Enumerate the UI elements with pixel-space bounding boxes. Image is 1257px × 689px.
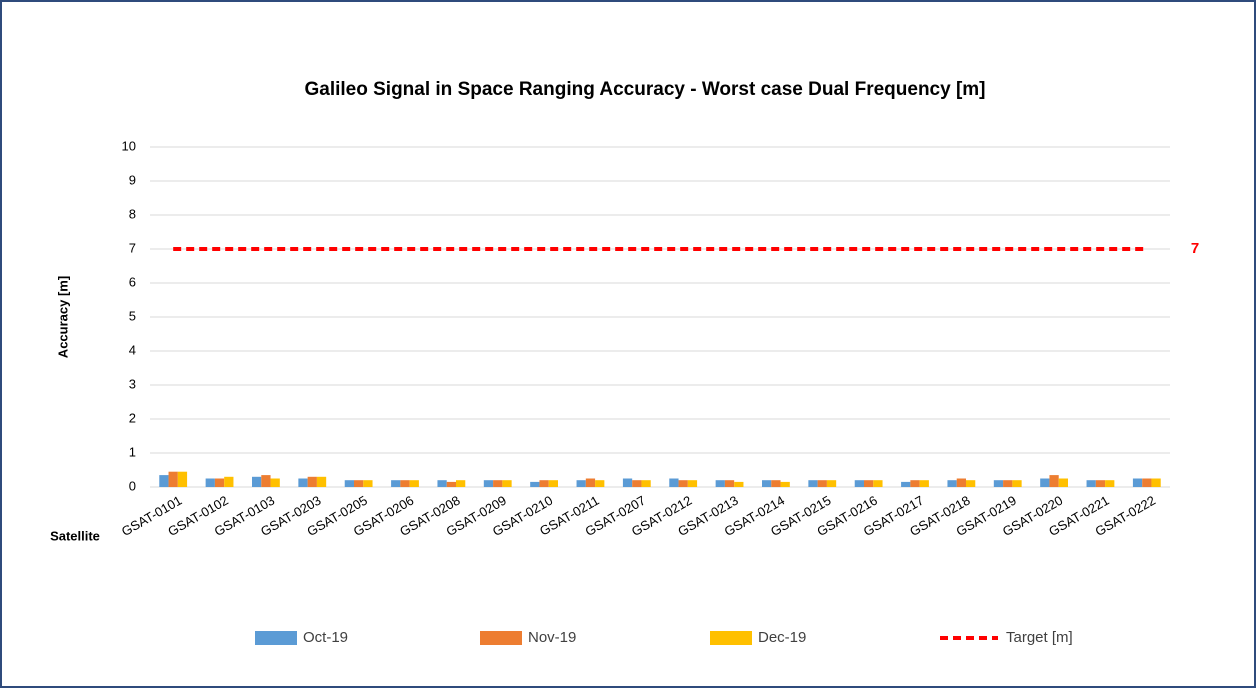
bar (715, 480, 725, 487)
bar (205, 478, 215, 487)
bar (493, 480, 503, 487)
legend-label: Target [m] (1006, 629, 1073, 646)
bar (502, 480, 512, 487)
bar (1142, 478, 1152, 487)
legend-swatch (255, 631, 297, 645)
bar (298, 478, 308, 487)
bar (548, 480, 558, 487)
bar (993, 480, 1004, 487)
bar (363, 480, 373, 487)
bar (919, 480, 929, 487)
bar (530, 481, 540, 487)
bar (595, 480, 605, 487)
bar (391, 480, 401, 487)
bar (622, 478, 633, 487)
bar (864, 480, 874, 487)
legend-label: Oct-19 (303, 629, 348, 646)
chart-title: Galileo Signal in Space Ranging Accuracy… (304, 79, 985, 100)
bar (1012, 480, 1022, 487)
bar (446, 481, 456, 487)
y-tick-label: 0 (129, 478, 136, 493)
y-axis-label: Accuracy [m] (55, 276, 70, 358)
legend-label: Dec-19 (758, 629, 806, 646)
bar (1151, 478, 1161, 487)
bar (456, 480, 466, 487)
bar (252, 476, 262, 487)
y-tick-label: 2 (129, 410, 136, 425)
bar (854, 480, 864, 487)
bar (632, 480, 642, 487)
bar (168, 471, 178, 487)
bar (808, 480, 818, 487)
bar (780, 481, 790, 487)
bar (734, 481, 744, 487)
bar (539, 480, 549, 487)
bar (762, 480, 772, 487)
bar (910, 480, 920, 487)
bar (437, 480, 447, 487)
y-tick-label: 6 (129, 274, 136, 289)
bar (354, 480, 364, 487)
bar (687, 480, 698, 487)
bar (669, 478, 679, 487)
bar (400, 480, 410, 487)
legend-swatch (710, 631, 752, 645)
bar (344, 480, 354, 487)
y-tick-label: 8 (129, 206, 136, 221)
bar (947, 480, 957, 487)
bar (1095, 480, 1106, 487)
bar (1058, 478, 1068, 487)
bar (316, 476, 327, 487)
bar (307, 476, 317, 487)
bar (270, 478, 280, 487)
target-label: 7 (1191, 240, 1199, 257)
bar (261, 475, 271, 487)
y-tick-label: 10 (122, 138, 136, 153)
bar (585, 478, 596, 487)
bar (1105, 480, 1115, 487)
bar (224, 476, 234, 487)
y-tick-label: 1 (129, 444, 136, 459)
legend-swatch (480, 631, 522, 645)
y-tick-label: 4 (129, 342, 136, 357)
bar (214, 478, 225, 487)
bar (1132, 478, 1143, 487)
y-tick-label: 9 (129, 172, 136, 187)
bar (724, 480, 735, 487)
bar (576, 480, 586, 487)
bar (826, 480, 837, 487)
bar (956, 478, 966, 487)
bar (771, 480, 781, 487)
bar (177, 471, 188, 487)
y-tick-label: 7 (129, 240, 136, 255)
bar (901, 481, 911, 487)
bar (1003, 480, 1013, 487)
bar (1040, 478, 1050, 487)
y-tick-label: 3 (129, 376, 136, 391)
bar (409, 480, 419, 487)
x-axis-label: Satellite (50, 528, 100, 543)
bar (966, 480, 976, 487)
bar (641, 480, 651, 487)
legend-label: Nov-19 (528, 629, 576, 646)
y-tick-label: 5 (129, 308, 136, 323)
bar (678, 480, 688, 487)
bar (483, 480, 494, 487)
bar (1049, 475, 1059, 487)
bar (817, 480, 827, 487)
bar (1086, 480, 1096, 487)
bar (159, 475, 169, 487)
bar (873, 480, 883, 487)
